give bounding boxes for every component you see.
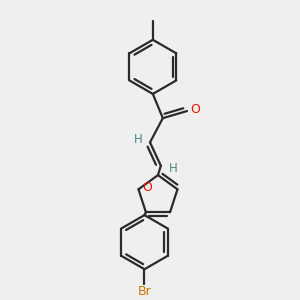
Text: O: O	[142, 182, 152, 194]
Text: O: O	[190, 103, 200, 116]
Text: H: H	[134, 133, 142, 146]
Text: H: H	[169, 161, 178, 175]
Text: Br: Br	[138, 285, 152, 298]
